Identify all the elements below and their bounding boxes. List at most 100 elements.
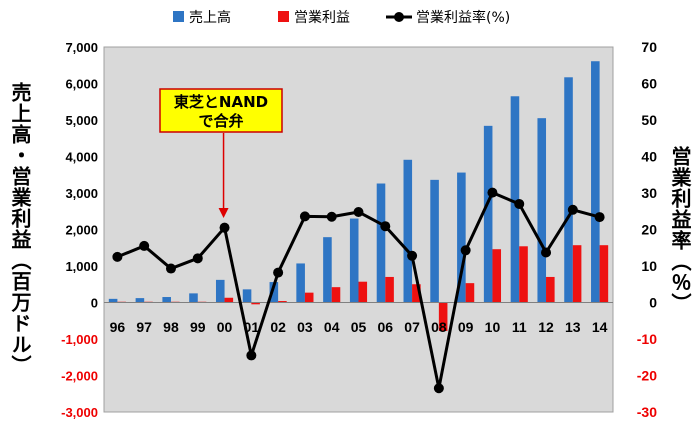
left-axis-tick-label: 7,000 [65,40,98,55]
operating-profit-bar [412,284,421,303]
left-axis-tick-label: -1,000 [61,332,98,347]
left-axis-tick-label: -2,000 [61,369,98,384]
sales-bar [403,159,413,303]
right-axis-tick-label: 0 [649,295,657,311]
right-axis-tick-label: 20 [641,222,657,238]
operating-profit-bar [465,283,475,303]
operating-margin-point [433,383,444,394]
sales-bar [323,237,332,303]
sales-bar [430,179,439,303]
legend-marker-operating-margin [394,12,404,22]
right-axis-tick-label: -20 [637,368,657,384]
operating-margin-point [273,267,284,278]
category-label: 97 [136,319,152,335]
annotation-box [159,88,283,133]
category-label: 04 [324,319,340,335]
operating-margin-point [192,253,203,264]
left-axis-tick-label: 6,000 [65,77,98,92]
sales-bar [376,183,386,303]
category-label: 05 [351,319,367,335]
category-label: 00 [217,319,233,335]
sales-bar [537,118,547,303]
left-axis-title: 売上高・営業利益（百万ドル） [8,82,32,376]
legend-swatch-operating-profit [278,11,289,22]
operating-margin-point [299,211,310,222]
category-label: 12 [538,319,554,335]
operating-profit-bar [438,302,448,331]
operating-profit-bar [278,301,287,303]
legend-label-operating-margin: 営業利益率(%) [416,9,510,26]
operating-margin-point [380,221,391,232]
category-label: 03 [297,319,313,335]
sales-bar [189,293,198,303]
category-label: 02 [270,319,286,335]
annotation-text-line1: 東芝とNAND [174,93,268,111]
sales-bar [483,125,493,303]
operating-margin-point [326,211,337,222]
annotation-arrow-head [218,208,229,218]
operating-profit-bar [358,281,368,303]
operating-margin-point [541,247,552,258]
operating-profit-bar [519,246,528,303]
operating-margin-point [353,206,364,217]
right-axis-tick-label: 10 [641,258,657,274]
right-axis-title: 営業利益率（％） [668,145,692,314]
sales-bar [564,77,573,303]
operating-margin-point [219,222,230,233]
category-label: 99 [190,319,206,335]
category-label: 14 [592,319,608,335]
sales-bar [269,282,279,303]
left-axis-tick-label: -3,000 [61,405,98,420]
sales-bar [242,289,252,303]
operating-margin-point [165,263,176,274]
operating-profit-bar [572,245,582,303]
right-axis-tick-label: 70 [641,39,657,55]
right-axis-tick-label: 40 [641,149,657,165]
left-axis-tick-label: 5,000 [65,113,98,128]
sales-bar [510,96,520,303]
operating-profit-bar [385,276,394,303]
operating-margin-point [460,245,471,256]
operating-profit-bar [251,302,260,305]
category-label: 06 [378,319,394,335]
sales-bar [296,263,305,303]
operating-margin-point [246,350,257,361]
right-axis-tick-label: 60 [641,76,657,92]
legend-label-sales: 売上高 [189,9,231,26]
operating-profit-bar [599,245,609,303]
left-axis-tick-label: 2,000 [65,223,98,238]
category-label: 10 [485,319,501,335]
sales-bar [457,172,466,303]
legend-label-operating-profit: 営業利益 [294,10,350,26]
category-label: 96 [110,319,126,335]
sales-bar [349,218,359,303]
operating-margin-point [407,250,418,261]
sales-bar [108,298,118,303]
left-axis-tick-label: 3,000 [65,186,98,201]
category-label: 11 [512,319,527,335]
operating-profit-bar [546,276,555,303]
operating-margin-point [514,198,525,209]
operating-margin-point [594,212,605,223]
sales-bar [591,61,600,303]
annotation-text-line2: で合弁 [198,112,243,130]
category-label: 09 [458,319,474,335]
right-axis-tick-label: 50 [641,112,657,128]
right-axis-tick-label: -30 [637,404,657,420]
right-axis-tick-label: -10 [637,331,657,347]
operating-margin-point [139,240,150,251]
left-axis-tick-label: 0 [91,296,98,311]
operating-margin-point [567,204,578,215]
category-label: 07 [404,319,420,335]
sales-bar [215,279,225,303]
operating-profit-bar [331,287,341,303]
operating-margin-point [112,251,123,262]
sales-bar [135,298,145,303]
category-label: 98 [163,319,179,335]
operating-margin-point [487,187,498,198]
legend-swatch-sales [173,11,184,22]
operating-profit-bar [492,249,502,303]
sales-bar [162,297,171,303]
